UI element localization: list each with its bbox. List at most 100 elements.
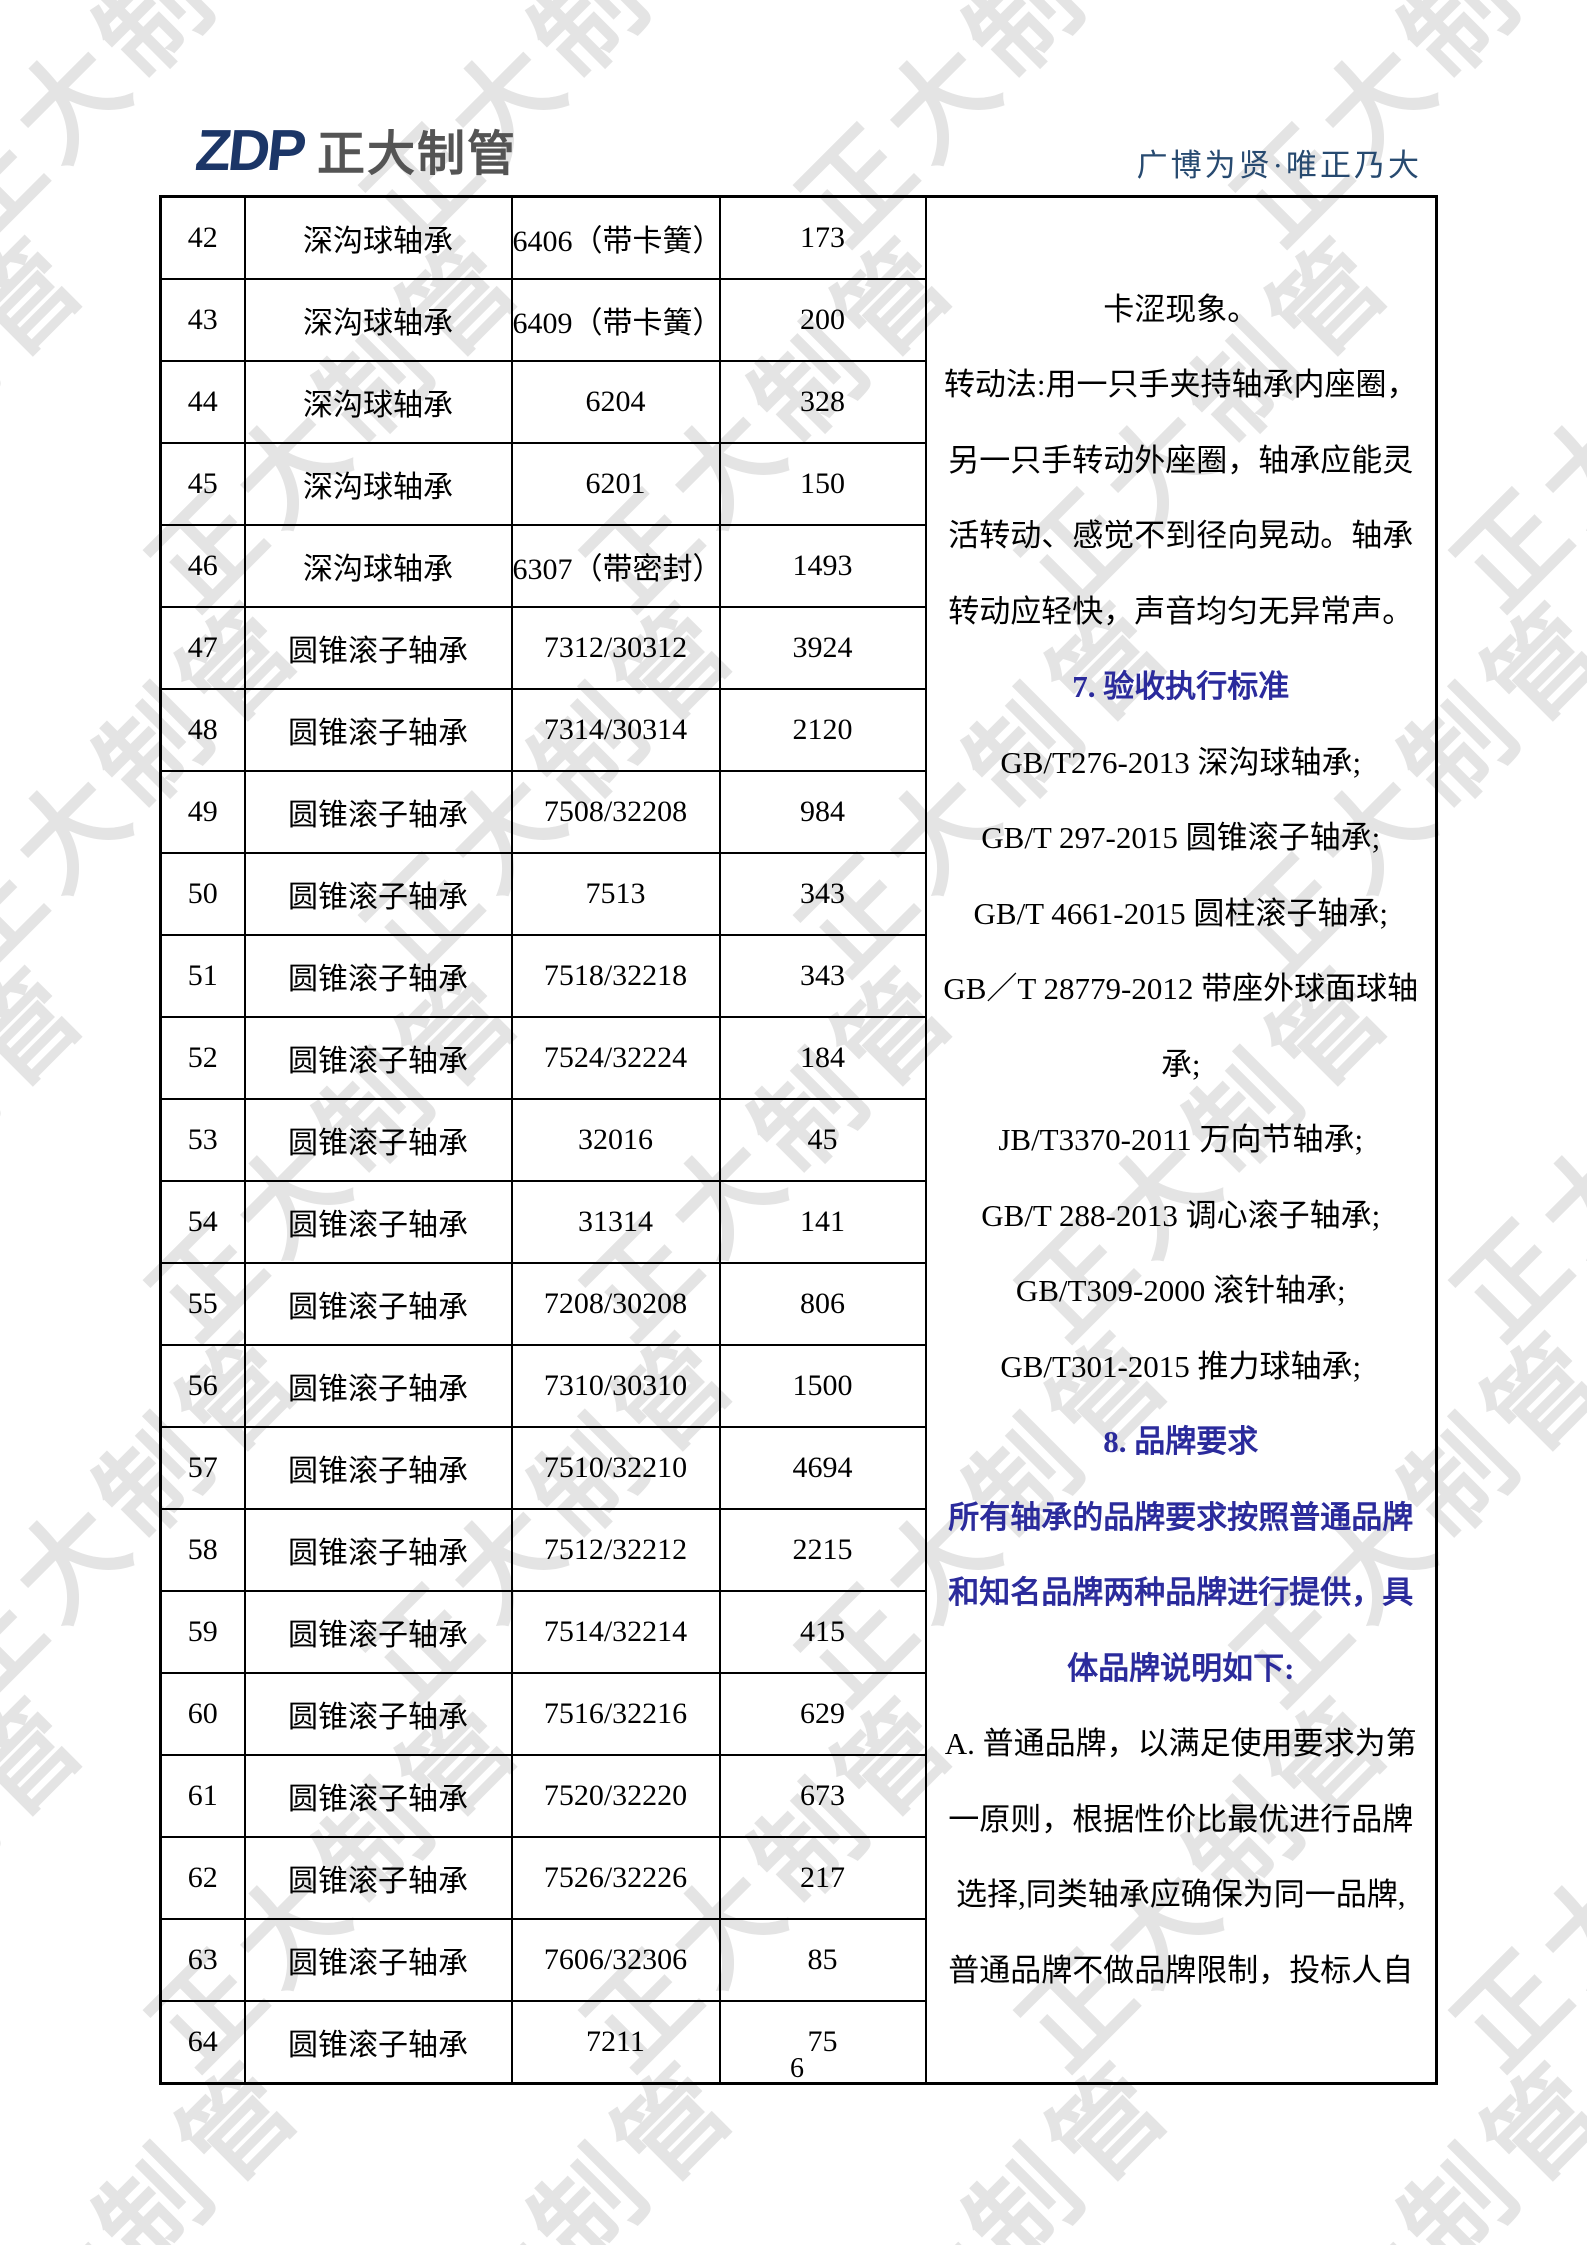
- spec-text-line: GB/T 288-2013 调心滚子轴承;: [981, 1197, 1381, 1233]
- spec-heading-line: 7. 验收执行标准: [1072, 669, 1290, 705]
- spec-text-line: GB/T 4661-2015 圆柱滚子轴承;: [973, 895, 1389, 931]
- cell-model: 7312/30312: [510, 606, 721, 690]
- table-row: 45 深沟球轴承 6201 150: [159, 442, 1437, 526]
- cell-bearing-type: 圆锥滚子轴承: [243, 934, 513, 1018]
- spec-text-line: GB/T301-2015 推力球轴承;: [1000, 1348, 1362, 1384]
- cell-quantity: 200: [718, 278, 927, 362]
- cell-quantity: 629: [718, 1672, 927, 1756]
- cell-row-number: 61: [159, 1754, 246, 1838]
- table-row: 64 圆锥滚子轴承 7211 75: [159, 2000, 1437, 2085]
- cell-model: 6204: [510, 360, 721, 444]
- cell-quantity: 328: [718, 360, 927, 444]
- cell-model: 7514/32214: [510, 1590, 721, 1674]
- spec-text-line: GB／T 28779-2012 带座外球面球轴: [943, 971, 1419, 1007]
- cell-model: 7211: [510, 2000, 721, 2085]
- cell-quantity: 1493: [718, 524, 927, 608]
- cell-quantity: 173: [718, 195, 927, 280]
- cell-bearing-type: 圆锥滚子轴承: [243, 1754, 513, 1838]
- cell-bearing-type: 深沟球轴承: [243, 442, 513, 526]
- table-row: 47 圆锥滚子轴承 7312/30312 3924: [159, 606, 1437, 690]
- logo-company-name: 正大制管: [317, 127, 518, 181]
- spec-text-line: GB/T309-2000 滚针轴承;: [1015, 1273, 1346, 1309]
- cell-row-number: 52: [159, 1016, 246, 1100]
- table-row: 48 圆锥滚子轴承 7314/30314 2120: [159, 688, 1437, 772]
- cell-quantity: 217: [718, 1836, 927, 1920]
- cell-row-number: 57: [159, 1426, 246, 1510]
- table-row: 60 圆锥滚子轴承 7516/32216 629: [159, 1672, 1437, 1756]
- cell-model: 7520/32220: [510, 1754, 721, 1838]
- cell-quantity: 45: [718, 1098, 927, 1182]
- table-row: 62 圆锥滚子轴承 7526/32226 217: [159, 1836, 1437, 1920]
- table-row: 54 圆锥滚子轴承 31314 141: [159, 1180, 1437, 1264]
- table-row: 49 圆锥滚子轴承 7508/32208 984: [159, 770, 1437, 854]
- table-row: 46 深沟球轴承 6307（带密封） 1493: [159, 524, 1437, 608]
- spec-text-line: 转动法:用一只手夹持轴承内座圈，: [943, 367, 1418, 403]
- spec-text-line: 一原则，根据性价比最优进行品牌: [948, 1801, 1414, 1837]
- table-row: 61 圆锥滚子轴承 7520/32220 673: [159, 1754, 1437, 1838]
- cell-quantity: 984: [718, 770, 927, 854]
- spec-text-line: JB/T3370-2011 万向节轴承;: [998, 1122, 1364, 1158]
- company-logo: ZDP 正大制管: [192, 118, 518, 183]
- cell-row-number: 46: [159, 524, 246, 608]
- cell-quantity: 141: [718, 1180, 927, 1264]
- cell-quantity: 2120: [718, 688, 927, 772]
- spec-heading-line: 所有轴承的品牌要求按照普通品牌: [948, 1499, 1414, 1535]
- cell-bearing-type: 圆锥滚子轴承: [243, 770, 513, 854]
- spec-text-line: 活转动、感觉不到径向晃动。轴承: [948, 518, 1414, 554]
- table-row: 51 圆锥滚子轴承 7518/32218 343: [159, 934, 1437, 1018]
- cell-quantity: 1500: [718, 1344, 927, 1428]
- cell-model: 6406（带卡簧）: [510, 195, 721, 280]
- table-row: 55 圆锥滚子轴承 7208/30208 806: [159, 1262, 1437, 1346]
- spec-text-line: 普通品牌不做品牌限制，投标人自: [948, 1952, 1414, 1988]
- cell-model: 7516/32216: [510, 1672, 721, 1756]
- cell-model: 7524/32224: [510, 1016, 721, 1100]
- cell-model: 7508/32208: [510, 770, 721, 854]
- table-row: 44 深沟球轴承 6204 328: [159, 360, 1437, 444]
- cell-bearing-type: 圆锥滚子轴承: [243, 1590, 513, 1674]
- cell-row-number: 43: [159, 278, 246, 362]
- table-row: 53 圆锥滚子轴承 32016 45: [159, 1098, 1437, 1182]
- spec-text-line: 另一只手转动外座圈，轴承应能灵: [948, 442, 1414, 478]
- cell-bearing-type: 圆锥滚子轴承: [243, 606, 513, 690]
- bearing-table: 42 深沟球轴承 6406（带卡簧） 173 卡涩现象。 转动法:用一只手夹持轴承内座圈，…: [159, 195, 1438, 2085]
- cell-row-number: 42: [159, 195, 246, 280]
- cell-row-number: 60: [159, 1672, 246, 1756]
- cell-quantity: 3924: [718, 606, 927, 690]
- cell-model: 7518/32218: [510, 934, 721, 1018]
- spec-text-line: 选择,同类轴承应确保为同一品牌,: [956, 1877, 1406, 1913]
- cell-model: 7606/32306: [510, 1918, 721, 2002]
- cell-row-number: 64: [159, 2000, 246, 2085]
- spec-heading-line: 体品牌说明如下:: [1067, 1650, 1295, 1686]
- cell-bearing-type: 圆锥滚子轴承: [243, 1918, 513, 2002]
- cell-row-number: 58: [159, 1508, 246, 1592]
- cell-row-number: 49: [159, 770, 246, 854]
- cell-row-number: 62: [159, 1836, 246, 1920]
- cell-quantity: 150: [718, 442, 927, 526]
- cell-quantity: 343: [718, 852, 927, 936]
- cell-bearing-type: 圆锥滚子轴承: [243, 1344, 513, 1428]
- cell-row-number: 63: [159, 1918, 246, 2002]
- cell-row-number: 51: [159, 934, 246, 1018]
- cell-bearing-type: 深沟球轴承: [243, 278, 513, 362]
- spec-heading-line: 和知名品牌两种品牌进行提供，具: [948, 1575, 1414, 1611]
- cell-row-number: 54: [159, 1180, 246, 1264]
- table-row: 50 圆锥滚子轴承 7513 343: [159, 852, 1437, 936]
- spec-text-line: 转动应轻快，声音均匀无异常声。: [948, 593, 1414, 629]
- spec-text-cell: 卡涩现象。转动法:用一只手夹持轴承内座圈， 另一只手转动外座圈，轴承应能灵 活转动、…: [924, 195, 1438, 2085]
- spec-heading-line: 8. 品牌要求: [1103, 1424, 1259, 1460]
- cell-quantity: 415: [718, 1590, 927, 1674]
- cell-bearing-type: 圆锥滚子轴承: [243, 1672, 513, 1756]
- table-row: 57 圆锥滚子轴承 7510/32210 4694: [159, 1426, 1437, 1510]
- cell-row-number: 44: [159, 360, 246, 444]
- spec-text-line: GB/T 297-2015 圆锥滚子轴承;: [981, 820, 1381, 856]
- logo-zdp-mark: ZDP: [192, 118, 307, 183]
- cell-bearing-type: 圆锥滚子轴承: [243, 1098, 513, 1182]
- cell-row-number: 47: [159, 606, 246, 690]
- spec-text-line: 卡涩现象。: [1103, 291, 1259, 327]
- cell-model: 6409（带卡簧）: [510, 278, 721, 362]
- cell-quantity: 184: [718, 1016, 927, 1100]
- table-row: 63 圆锥滚子轴承 7606/32306 85: [159, 1918, 1437, 2002]
- cell-bearing-type: 圆锥滚子轴承: [243, 2000, 513, 2085]
- cell-row-number: 53: [159, 1098, 246, 1182]
